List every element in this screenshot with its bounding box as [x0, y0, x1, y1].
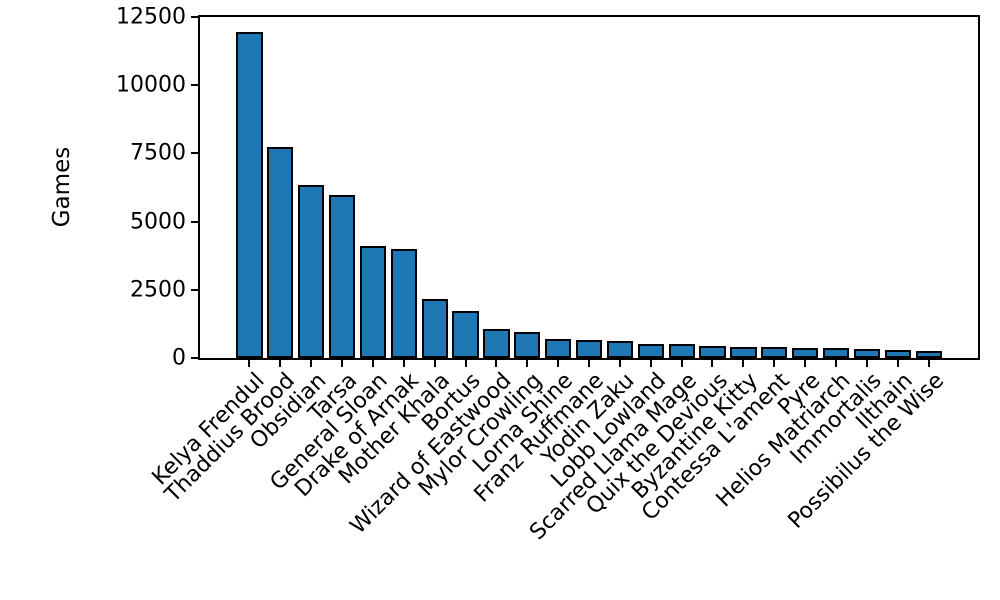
bar-kelya-frendul — [236, 32, 263, 358]
bar-slot — [913, 17, 944, 358]
bar-byzantine-kitty — [730, 346, 757, 358]
x-tick-mark — [588, 360, 590, 367]
bar-slot — [265, 17, 296, 358]
bar-slot — [852, 17, 883, 358]
x-tick-mark — [618, 360, 621, 367]
x-tick-mark — [680, 360, 683, 367]
bar-slot — [512, 17, 543, 358]
x-tick-mark — [371, 360, 374, 367]
x-tick-mark — [804, 360, 807, 367]
bar-slot — [882, 17, 913, 358]
bar-slot — [296, 17, 327, 358]
x-tick-mark — [341, 360, 344, 367]
bar-quix-the-devious — [699, 346, 726, 358]
x-tick-mark — [649, 360, 652, 367]
bar-slot — [790, 17, 821, 358]
bar-slot — [821, 17, 852, 358]
bar-contessa-l-ament — [761, 347, 788, 358]
y-tick-mark — [191, 220, 198, 223]
bar-slot — [327, 17, 358, 358]
bar-general-sloan — [359, 246, 387, 358]
y-tick-label: 10000 — [116, 72, 186, 98]
y-tick-mark — [191, 357, 198, 359]
bar-yodin-zaku — [606, 340, 634, 358]
bar-mother-khala — [421, 299, 448, 358]
bar-possibilus-the-wise — [915, 351, 942, 358]
x-tick-mark — [402, 360, 405, 367]
x-tick-mark — [433, 360, 436, 367]
bar-drake-of-arnak — [390, 248, 417, 358]
x-tick-mark — [248, 360, 251, 367]
bar-franz-ruffmane — [575, 340, 603, 358]
x-tick-mark — [711, 360, 714, 367]
bar-slot — [481, 17, 512, 358]
y-tick-mark — [191, 16, 198, 18]
x-tick-mark — [834, 360, 837, 367]
x-tick-mark — [896, 360, 899, 367]
x-tick-mark — [773, 360, 776, 367]
bar-immortalis — [853, 349, 881, 358]
bar-helios-matriarch — [822, 348, 850, 358]
x-tick-mark — [526, 360, 529, 367]
plot-area — [198, 15, 980, 360]
bar-wizard-of-eastwood — [483, 329, 510, 358]
bar-slot — [543, 17, 574, 358]
x-tick-mark — [310, 360, 313, 367]
bar-slot — [697, 17, 728, 358]
bars-container — [200, 17, 978, 358]
bar-slot — [605, 17, 636, 358]
y-tick-label: 5000 — [130, 209, 186, 235]
bar-slot — [728, 17, 759, 358]
bar-lobb-lowland — [637, 344, 664, 358]
y-tick-mark — [191, 84, 198, 87]
x-tick-mark — [865, 360, 868, 367]
bar-pyre — [792, 347, 819, 358]
bar-slot — [666, 17, 697, 358]
y-tick-label: 2500 — [130, 277, 186, 303]
bar-slot — [635, 17, 666, 358]
bar-slot — [388, 17, 419, 358]
y-tick-label: 0 — [172, 345, 186, 371]
bar-obsidian — [298, 184, 325, 358]
bar-slot — [358, 17, 389, 358]
bar-slot — [234, 17, 265, 358]
y-tick-mark — [191, 288, 198, 291]
x-tick-mark — [279, 360, 282, 367]
bar-bortus — [452, 310, 479, 358]
bar-lorna-shine — [545, 339, 572, 358]
x-tick-mark — [464, 360, 467, 367]
bar-slot — [450, 17, 481, 358]
x-tick-mark — [742, 360, 745, 367]
y-tick-label: 12500 — [116, 4, 186, 30]
bar-ilthain — [884, 349, 911, 358]
x-tick-mark — [495, 360, 498, 367]
x-tick-mark — [557, 360, 560, 367]
bar-slot — [419, 17, 450, 358]
bar-scarred-llama-mage — [668, 344, 695, 358]
y-tick-mark — [191, 152, 198, 155]
bar-slot — [574, 17, 605, 358]
bar-slot — [759, 17, 790, 358]
y-tick-label: 7500 — [130, 140, 186, 166]
bar-tarsa — [328, 194, 356, 358]
x-tick-mark — [927, 360, 930, 367]
bar-thaddius-brood — [267, 146, 294, 358]
bar-mylor-crowling — [514, 331, 541, 358]
